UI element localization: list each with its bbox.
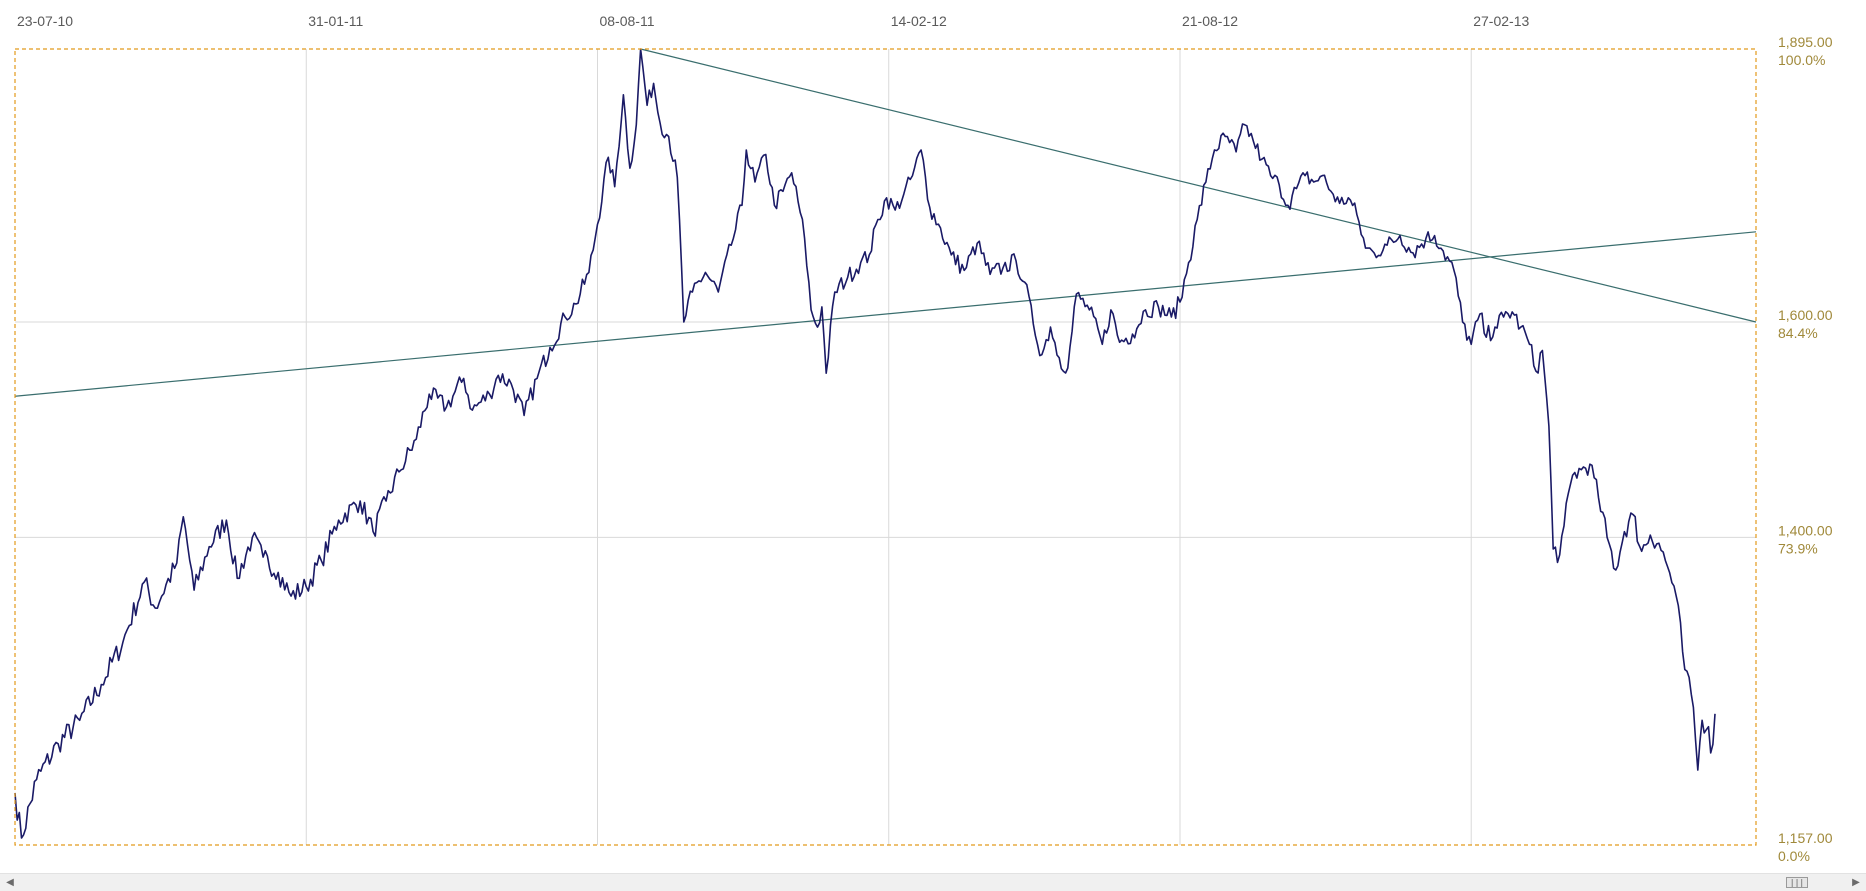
series-layer — [14, 48, 1716, 839]
x-tick-label: 14-02-12 — [891, 13, 947, 29]
scrollbar-thumb[interactable]: ||| — [1786, 877, 1808, 888]
scroll-left-arrow-icon[interactable]: ◀ — [6, 877, 14, 888]
x-tick-label: 27-02-13 — [1473, 13, 1529, 29]
trendline-layer — [14, 48, 1757, 397]
x-tick-label: 21-08-12 — [1182, 13, 1238, 29]
scroll-right-arrow-icon[interactable]: ▶ — [1852, 877, 1860, 888]
y-tick-price-label: 1,600.00 — [1778, 307, 1833, 323]
scrollbar-grip-icon: ||| — [1789, 878, 1805, 887]
price-series-line — [14, 48, 1716, 839]
y-tick-price-label: 1,157.00 — [1778, 830, 1833, 846]
grid-layer — [15, 49, 1756, 845]
price-chart[interactable]: 23-07-10 31-01-11 08-08-11 14-02-12 21-08-12… — [0, 0, 1866, 873]
y-tick-price-label: 1,400.00 — [1778, 522, 1833, 538]
y-tick-percent-label: 100.0% — [1778, 52, 1825, 68]
trendline — [14, 231, 1757, 397]
trendline — [640, 48, 1757, 323]
y-axis-labels: 1,895.00 100.0% 1,600.00 84.4% 1,400.00 73.9%… — [1778, 34, 1833, 864]
y-tick-percent-label: 73.9% — [1778, 540, 1818, 556]
x-axis-labels: 23-07-10 31-01-11 08-08-11 14-02-12 21-08-12… — [17, 13, 1529, 29]
x-tick-label: 08-08-11 — [599, 13, 654, 29]
x-tick-label: 23-07-10 — [17, 13, 73, 29]
x-tick-label: 31-01-11 — [308, 13, 363, 29]
y-tick-percent-label: 84.4% — [1778, 325, 1818, 341]
y-tick-percent-label: 0.0% — [1778, 848, 1810, 864]
plot-frame — [14, 48, 1757, 846]
y-tick-price-label: 1,895.00 — [1778, 34, 1833, 50]
horizontal-scrollbar[interactable]: ◀ ||| ▶ — [0, 873, 1866, 891]
